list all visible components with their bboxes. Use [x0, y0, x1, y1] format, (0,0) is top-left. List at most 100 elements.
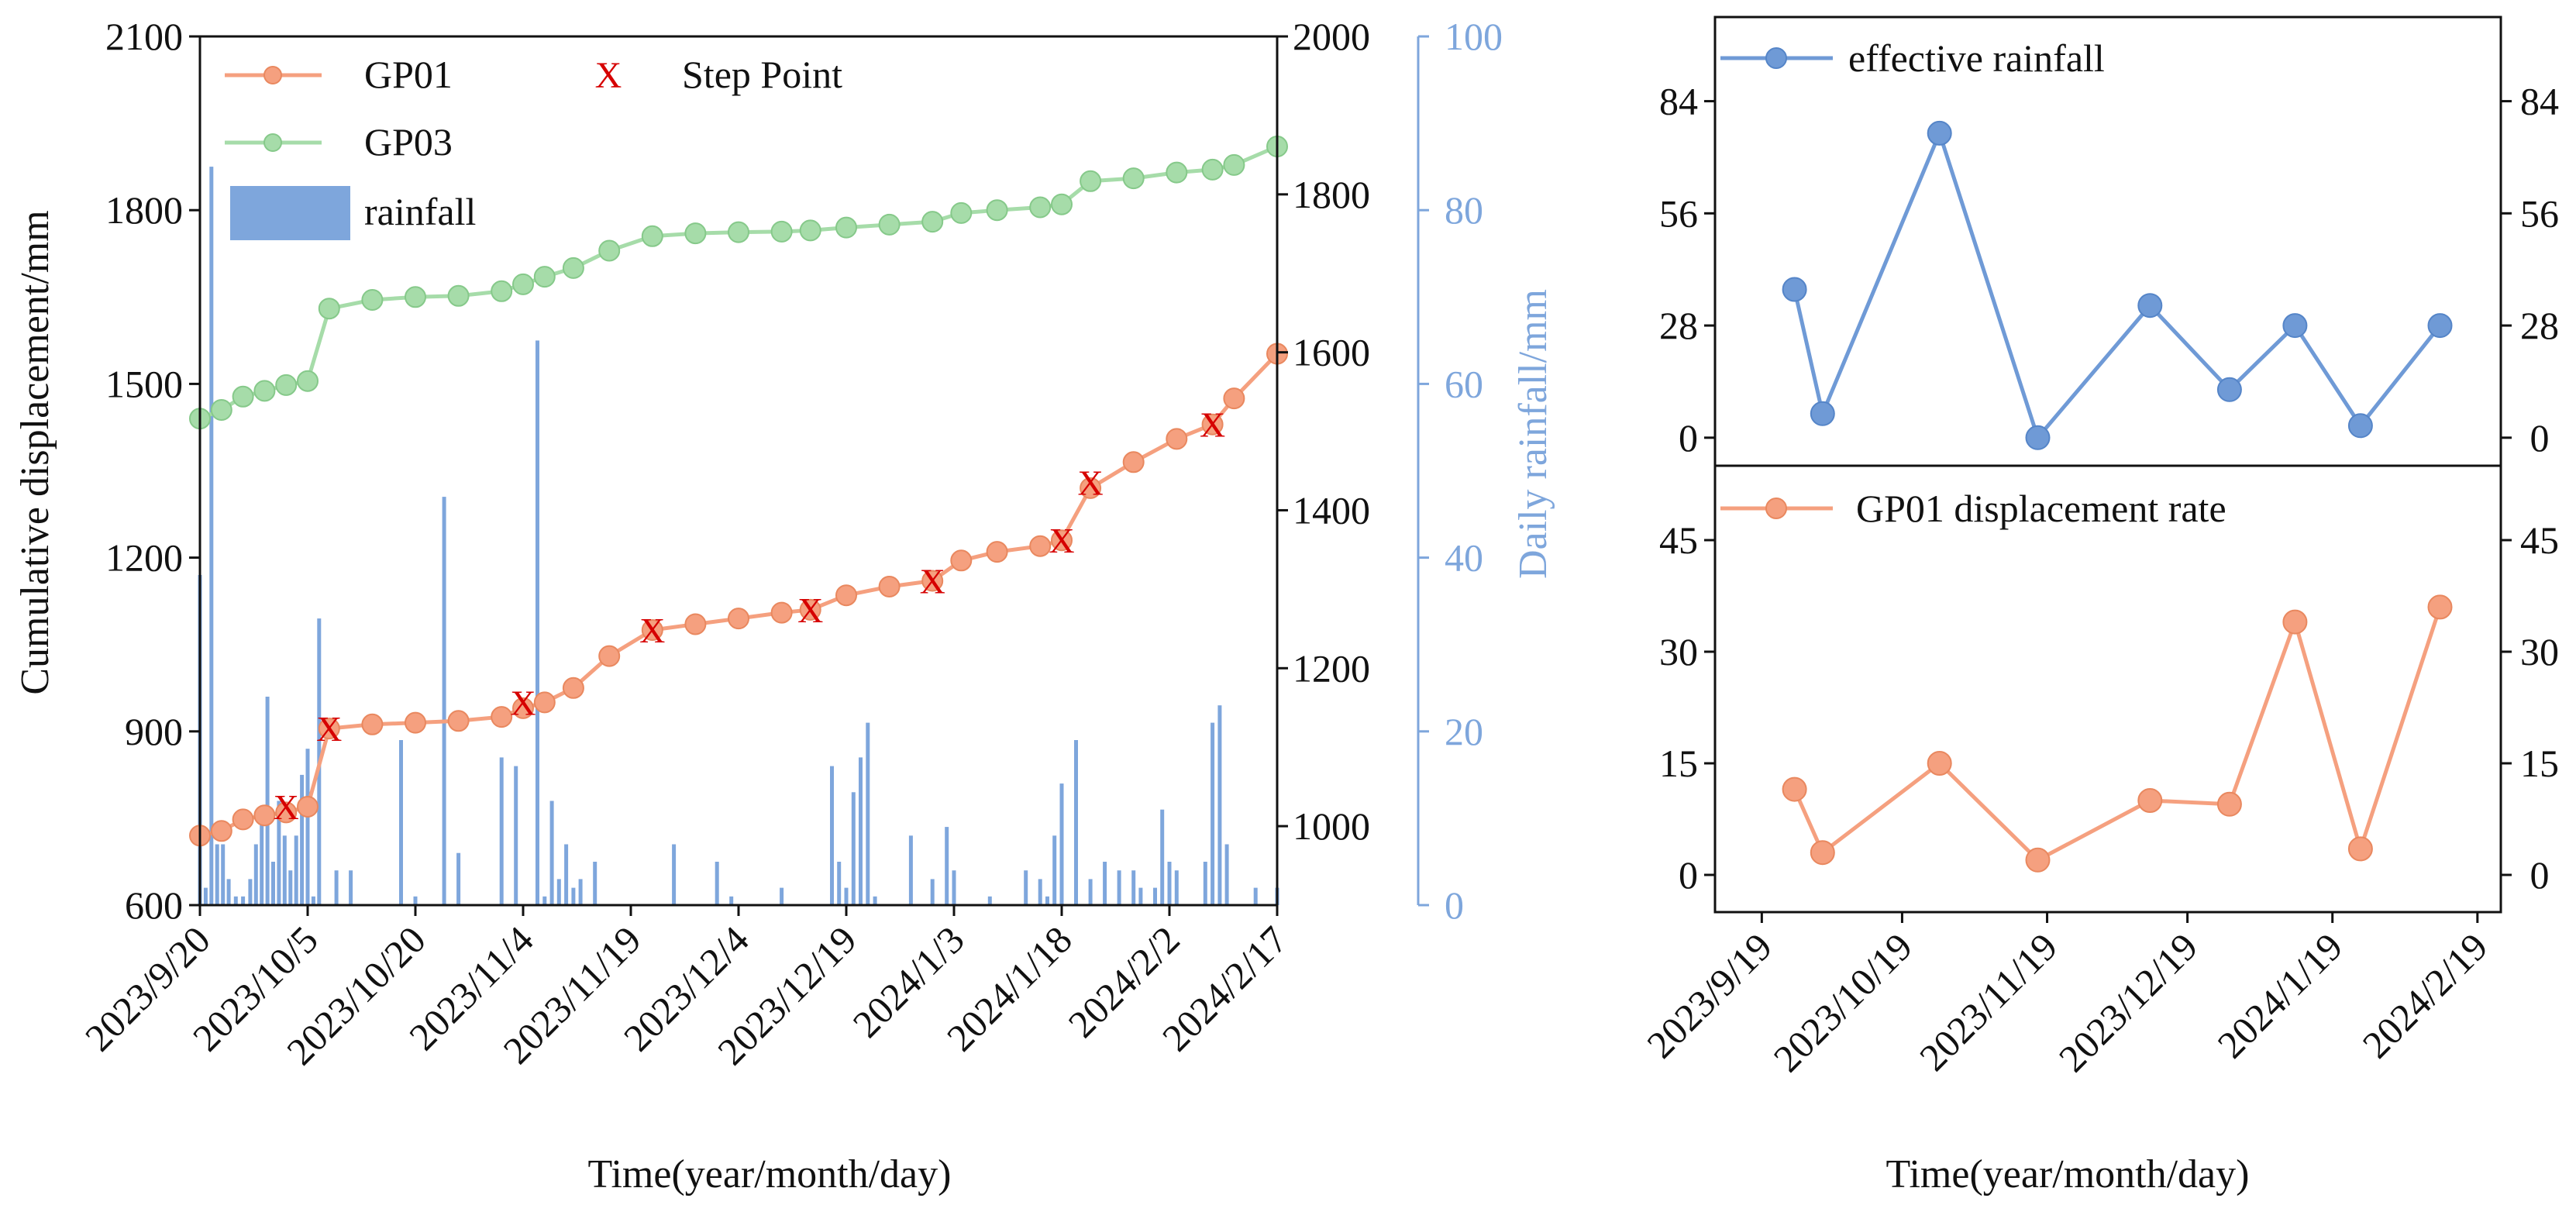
rainfall-bar [866, 722, 870, 905]
rain-axis-tick-label: 20 [1445, 710, 1483, 753]
effective-rainfall-y2-tick-label: 0 [2530, 416, 2550, 460]
gp01-point [1223, 387, 1245, 410]
gp03-point [770, 220, 793, 243]
rain-axis-tick-label: 60 [1445, 362, 1483, 405]
effective-rainfall-y2-tick-label: 56 [2520, 191, 2559, 235]
rainfall-bar [334, 870, 339, 905]
rainfall-bar [1103, 862, 1107, 905]
rainfall-bar [349, 870, 353, 905]
rainfall-bar [399, 740, 403, 905]
rainfall-bar [672, 844, 677, 905]
rainfall-bar [1117, 870, 1121, 905]
step-point-marker: X [1200, 405, 1225, 445]
rainfall-bar [952, 870, 956, 905]
gp03-point [921, 211, 944, 233]
displacement-rate-point [2347, 836, 2373, 862]
effective-rainfall-point [1810, 401, 1835, 426]
displacement-rate-point [1810, 840, 1835, 866]
effective-rainfall-point [2282, 313, 2308, 339]
rainfall-bar [593, 862, 598, 905]
displacement-rate-point [1927, 751, 1952, 776]
rainfall-bar [987, 896, 992, 905]
rainfall-bar [715, 862, 719, 905]
legend-gp03-marker [263, 133, 282, 152]
gp03-point [533, 266, 556, 288]
legend-rainfall-swatch [230, 186, 350, 240]
gp01-point [210, 820, 232, 842]
rainfall-bar [780, 887, 784, 905]
gp01-point [878, 576, 901, 597]
rainfall-bar [203, 887, 208, 905]
rainfall-bar [859, 757, 863, 905]
gp03-point [684, 222, 707, 245]
gp01-point [562, 677, 584, 699]
displacement-rate-y-tick-label: 45 [1659, 518, 1698, 562]
rainfall-bar [844, 887, 849, 905]
gp03-point [1223, 153, 1245, 176]
gp03-point [1122, 167, 1145, 190]
rainfall-bar [413, 896, 418, 905]
gp03-point [210, 399, 232, 421]
rainfall-bar [536, 340, 539, 905]
rainfall-bar [837, 862, 842, 905]
effective-rainfall-point [1927, 120, 1952, 146]
rainfall-bar [1045, 896, 1049, 905]
legend-gp03-label: GP03 [364, 120, 453, 164]
displacement-rate-point [2025, 847, 2051, 873]
effective-rainfall-y-tick-label: 0 [1679, 416, 1698, 460]
rainfall-bar [908, 835, 913, 905]
y-right-tick-label: 2000 [1293, 15, 1370, 58]
rainfall-bar [1160, 809, 1165, 905]
displacement-rate-chart: 0 0 15 15 30 30 45 45 2023/9/192023/10/192023/11… [1638, 464, 2559, 1197]
gp01-point [921, 570, 944, 592]
rainfall-bar [241, 896, 246, 905]
rainfall-bars [198, 167, 1279, 906]
gp01-point [1166, 428, 1188, 450]
displacement-rate-y2-tick-label: 30 [2520, 630, 2559, 673]
rainfall-bar [233, 896, 238, 905]
gp01-point [598, 645, 621, 667]
rainfall-bar [300, 774, 305, 905]
rainfall-bar [930, 879, 935, 905]
displacement-rate-point [2282, 609, 2308, 635]
displacement-rate-x-tick-label: 2024/2/19 [2354, 924, 2496, 1066]
rainfall-bar [549, 801, 554, 905]
y-left-tick-label: 900 [125, 710, 183, 753]
rainfall-bar [1024, 870, 1028, 905]
gp03-point [1080, 170, 1102, 192]
effective-rainfall-y-tick-label: 56 [1659, 191, 1698, 235]
displacement-rate-y2-tick-label: 15 [2520, 742, 2559, 785]
effective-rainfall-point [1782, 277, 1807, 302]
rainfall-bar [1138, 887, 1143, 905]
rainfall-bar [271, 862, 275, 905]
displacement-rate-frame [1713, 464, 2502, 914]
gp03-point [512, 273, 534, 295]
rainfall-bar [1131, 870, 1136, 905]
gp03-point [232, 385, 254, 408]
rainfall-bar [1153, 887, 1157, 905]
rainfall-bar [226, 879, 231, 905]
gp03-point [835, 216, 857, 239]
displacement-rate-x-tick-label: 2023/11/19 [1911, 924, 2065, 1079]
gp01-point [1029, 535, 1052, 557]
gp01-point [770, 601, 793, 624]
gp01-point [512, 697, 534, 719]
y-right-tick-label: 1400 [1293, 488, 1370, 532]
effective-rainfall-point [2137, 293, 2163, 318]
y-right-tick-label: 1200 [1293, 646, 1370, 690]
y-left-tick-label: 1500 [105, 362, 183, 405]
gp03-point [447, 284, 470, 307]
rainfall-bar [556, 879, 561, 905]
left-xlabel: Time(year/month/day) [588, 1152, 952, 1197]
rainfall-bar [564, 844, 569, 905]
effective-rainfall-point [2347, 413, 2373, 439]
rainfall-bar [282, 835, 287, 905]
gp01-point [684, 613, 707, 635]
rain-axis-tick-label: 80 [1445, 188, 1483, 232]
gp03-point [799, 219, 821, 242]
effective-rainfall-point [2216, 377, 2242, 402]
rainfall-bar [442, 497, 446, 905]
gp01-point [361, 713, 384, 735]
y-left-tick-label: 1800 [105, 188, 183, 232]
